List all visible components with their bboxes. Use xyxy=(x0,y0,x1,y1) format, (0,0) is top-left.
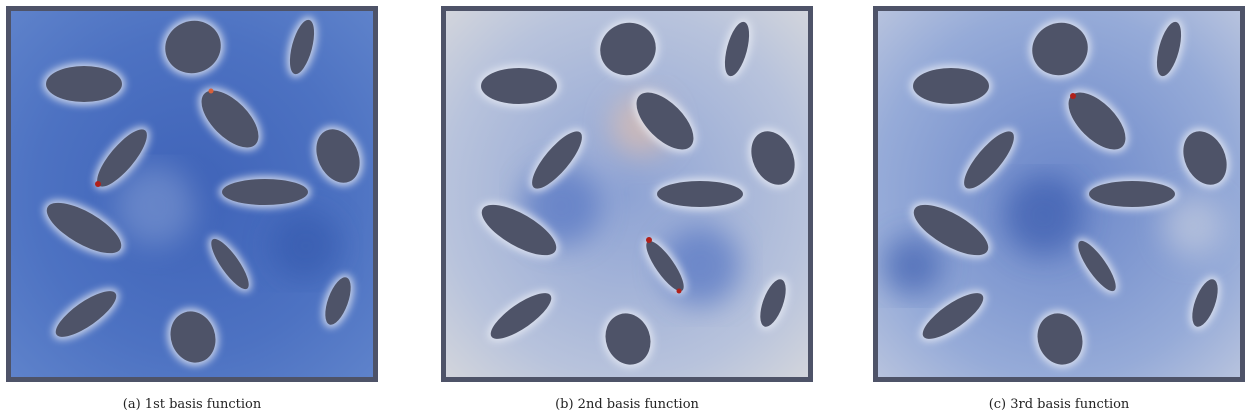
panel-a xyxy=(6,6,378,382)
panel-b xyxy=(441,6,813,382)
caption: (b) 2nd basis function xyxy=(555,397,699,412)
caption: (c) 3rd basis function xyxy=(989,397,1130,412)
panel-c xyxy=(873,6,1245,382)
caption: (a) 1st basis function xyxy=(123,397,262,412)
